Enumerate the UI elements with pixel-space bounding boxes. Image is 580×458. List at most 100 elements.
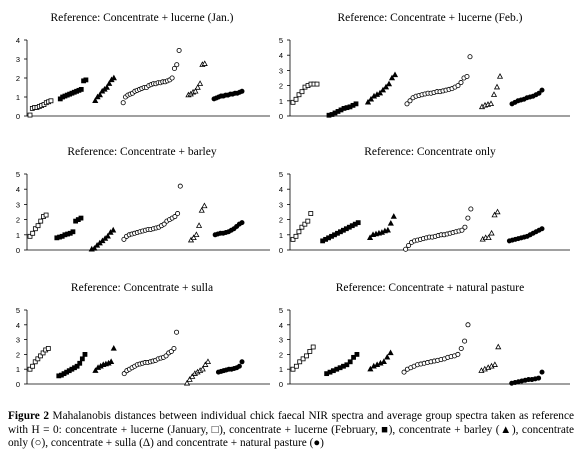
y-tick-label: 3 (16, 336, 20, 345)
y-tick-label: 3 (16, 55, 20, 64)
data-point-barley-3 (96, 91, 103, 98)
data-point-pasture-10 (536, 90, 542, 96)
series-lucerne-feb (56, 351, 88, 379)
y-tick-label: 5 (16, 306, 20, 315)
data-point-lucerne-jan-3 (32, 359, 38, 365)
caption-label: Figure 2 (8, 410, 49, 422)
data-point-lucerne-jan-6 (307, 349, 313, 354)
y-tick-label: 3 (279, 200, 283, 209)
data-point-conc-only-1 (404, 101, 410, 107)
data-point-barley-6 (103, 84, 110, 90)
data-point-conc-only-1 (120, 100, 126, 106)
data-point-conc-only-21 (174, 329, 180, 335)
data-point-sulla-3 (485, 234, 492, 241)
data-point-barley-7 (106, 80, 113, 86)
y-tick-label: 4 (279, 321, 283, 330)
y-tick-label: 0 (16, 112, 20, 121)
data-point-lucerne-jan-1 (27, 366, 33, 372)
series-lucerne-feb (54, 215, 84, 241)
data-point-pasture-9 (536, 375, 542, 381)
y-tick-label: 4 (16, 185, 20, 194)
data-point-lucerne-jan-5 (38, 218, 44, 224)
data-point-conc-only-1 (401, 369, 407, 375)
data-point-barley-7 (384, 226, 391, 233)
data-point-barley-7 (387, 349, 394, 356)
chart-panel-4: Reference: Concentrate only 0 1 2 3 4 5 (279, 146, 570, 255)
data-point-conc-only-19 (458, 80, 464, 86)
data-point-lucerne-jan-2 (293, 233, 299, 239)
chart-panel-6: Reference: Concentrate + natural pasture… (279, 282, 570, 389)
data-point-lucerne-feb-9 (351, 354, 356, 360)
data-point-barley-9 (110, 226, 117, 233)
figure-caption: Figure 2 Mahalanobis distances between i… (8, 410, 574, 451)
y-tick-label: 0 (16, 380, 20, 389)
data-point-barley-1 (92, 367, 99, 373)
y-tick-label: 1 (279, 97, 283, 106)
series-pasture (212, 220, 245, 238)
data-point-pasture-12 (539, 226, 545, 232)
series-barley (92, 345, 117, 373)
data-point-conc-only-20 (465, 322, 471, 328)
data-point-sulla-7 (199, 365, 206, 372)
data-point-sulla-6 (495, 343, 502, 350)
data-point-sulla-4 (192, 87, 199, 94)
y-tick-label: 4 (16, 36, 20, 45)
data-point-sulla-4 (487, 100, 495, 107)
data-point-lucerne-jan-6 (305, 218, 311, 224)
series-lucerne-feb (324, 351, 360, 377)
data-point-lucerne-jan-2 (30, 230, 36, 236)
data-point-lucerne-feb-10 (354, 351, 360, 357)
series-sulla (183, 358, 212, 386)
data-point-sulla-5 (490, 91, 498, 97)
series-barley (366, 213, 397, 241)
data-point-conc-only-20 (171, 345, 177, 351)
series-pasture (509, 369, 545, 386)
data-point-conc-only-23 (171, 66, 177, 72)
data-point-pasture-10 (239, 359, 245, 365)
data-point-lucerne-jan-1 (290, 99, 296, 105)
data-point-sulla-3 (193, 231, 200, 238)
data-point-lucerne-jan-5 (38, 353, 43, 359)
data-point-pasture-11 (539, 87, 545, 93)
data-point-lucerne-jan-2 (293, 96, 299, 102)
y-tick-label: 0 (279, 380, 283, 389)
data-point-sulla-6 (201, 202, 208, 209)
chart-title: Reference: Concentrate + sulla (71, 282, 213, 294)
data-point-sulla-8 (202, 361, 209, 367)
data-point-conc-only-23 (468, 206, 474, 212)
caption-text: Mahalanobis distances between individual… (8, 410, 574, 449)
data-point-sulla-6 (493, 83, 501, 90)
series-lucerne-feb (57, 77, 89, 102)
y-tick-label: 4 (279, 185, 283, 194)
series-conc-only (121, 329, 180, 377)
data-point-lucerne-feb-11 (82, 351, 88, 357)
data-point-lucerne-jan-4 (35, 223, 41, 229)
y-tick-label: 1 (279, 365, 283, 374)
chart-panel-1: Reference: Concentrate + lucerne (Jan.) 0… (16, 12, 270, 121)
data-point-lucerne-jan-5 (302, 221, 308, 227)
y-tick-label: 5 (279, 36, 283, 45)
series-barley (92, 74, 117, 103)
data-point-barley-1 (367, 365, 374, 372)
data-point-lucerne-jan-4 (300, 356, 306, 362)
data-point-sulla-4 (195, 222, 203, 228)
series-conc-only (401, 322, 471, 375)
data-point-lucerne-feb-10 (79, 356, 85, 362)
y-tick-label: 2 (279, 82, 283, 91)
data-point-lucerne-feb-10 (353, 101, 359, 107)
data-point-lucerne-jan-3 (296, 229, 302, 235)
y-tick-label: 4 (279, 51, 283, 60)
data-point-conc-only-20 (172, 214, 178, 220)
data-point-sulla-7 (496, 73, 504, 79)
chart-title: Reference: Concentrate only (364, 146, 496, 158)
y-tick-label: 0 (279, 112, 283, 121)
data-point-sulla-4 (488, 229, 495, 236)
series-pasture (506, 226, 545, 244)
data-point-lucerne-jan-1 (290, 366, 296, 372)
chart-panel-3: Reference: Concentrate + barley 0 1 2 3 4 5 (16, 146, 270, 255)
data-point-conc-only-19 (462, 338, 468, 344)
series-sulla (478, 73, 504, 110)
data-point-barley-9 (110, 74, 117, 81)
y-tick-label: 2 (16, 350, 20, 359)
